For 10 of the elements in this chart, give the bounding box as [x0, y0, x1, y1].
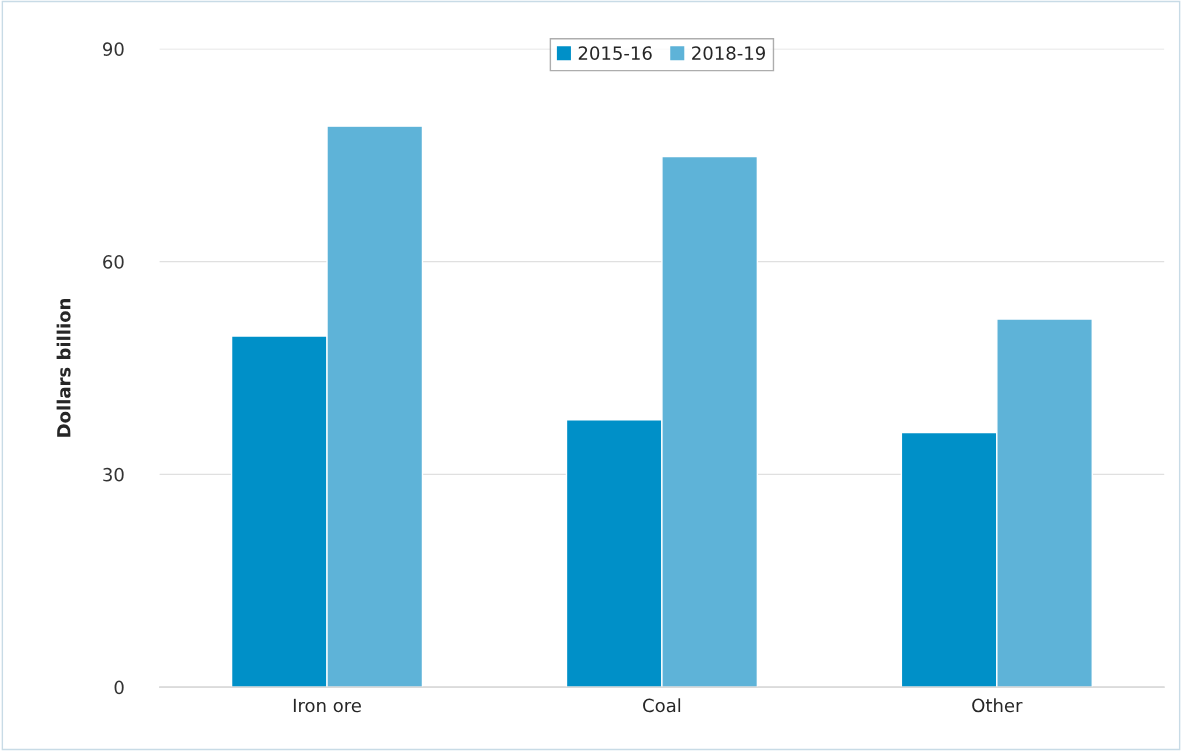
x-tick-label: Coal: [643, 698, 681, 713]
y-tick-label: 30: [103, 467, 124, 482]
x-tick-label: Iron ore: [293, 698, 361, 713]
x-tick-label: Other: [972, 698, 1023, 713]
legend-label: 2015-16: [578, 46, 652, 60]
y-axis-title: Dollars billion: [56, 298, 71, 437]
y-tick-label: 0: [114, 680, 124, 695]
y-tick-label: 60: [103, 255, 124, 269]
legend-label: 2018-19: [692, 46, 765, 60]
y-tick-label: 90: [103, 42, 124, 56]
